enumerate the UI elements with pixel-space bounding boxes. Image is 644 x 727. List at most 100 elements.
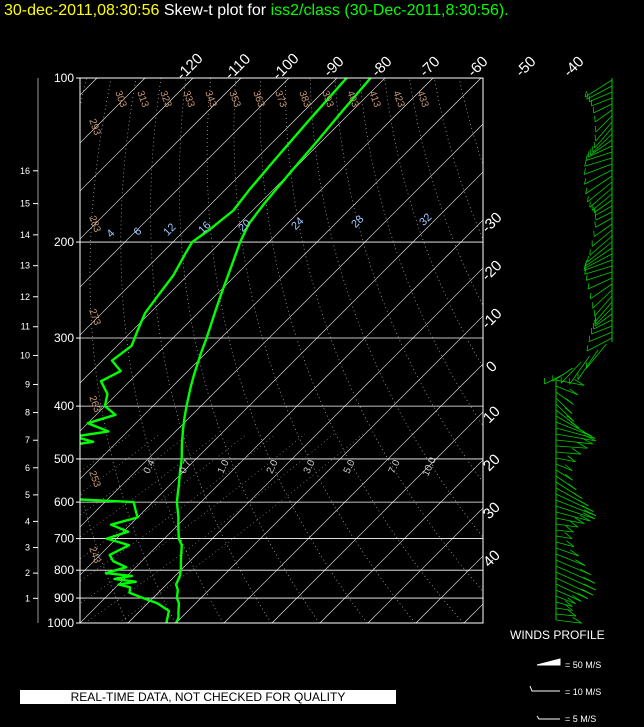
isotherm-line [175, 315, 483, 623]
mixing-ratio-line [118, 433, 363, 623]
wind-barb [593, 319, 613, 330]
wind-barb-flag [572, 492, 583, 499]
wind-barb [595, 211, 613, 221]
isotherm-line [0, 78, 1, 623]
wind-barb-flag [565, 473, 573, 481]
height-label: 3 [25, 543, 30, 553]
wind-barb-flag [583, 178, 587, 185]
dry-adiabat-label: 363 [250, 89, 266, 109]
dry-adiabat-line [206, 78, 368, 623]
wind-barb-flag [574, 379, 585, 386]
dry-adiabat-label: 323 [157, 89, 173, 109]
dry-adiabat-label: 303 [112, 89, 128, 109]
svg-text:-70: -70 [416, 53, 443, 80]
mixing-ratio-low-label: 0.7 [178, 458, 194, 476]
wind-barb-flag [583, 168, 586, 175]
wind-barb-flag [584, 160, 587, 167]
dry-adiabat-line [509, 78, 644, 623]
wind-barb-flag [584, 268, 587, 275]
wind-barb-flag [588, 95, 591, 102]
wind-barb [555, 583, 588, 600]
wind-barb-flag [579, 568, 592, 576]
wind-barb-flag [571, 595, 582, 602]
wind-barb-flag [564, 604, 573, 611]
mixing-ratio-low-label: 2.0 [265, 458, 281, 476]
wind-barb [587, 277, 613, 290]
wind-barb [555, 589, 582, 602]
height-label: 13 [20, 261, 30, 271]
wind-barb [591, 229, 613, 247]
wind-barb [584, 265, 613, 275]
wind-barb [555, 607, 573, 611]
wind-barb [555, 541, 575, 548]
wind-barb-flag [574, 517, 585, 524]
svg-text:-80: -80 [368, 53, 395, 80]
mixing-ratio-label: 4 [104, 227, 117, 240]
isotherm-line [127, 267, 483, 623]
wind-barb-flag [584, 90, 587, 98]
dry-adiabat-label: 273 [86, 307, 102, 327]
wind-barb-flag [566, 415, 575, 422]
wind-barb [577, 349, 599, 380]
wind-barb-flag [587, 255, 589, 262]
wind-barb [555, 517, 585, 525]
dry-adiabat-label: 423 [390, 89, 406, 109]
dry-adiabat-label: 413 [366, 89, 382, 109]
svg-text:313: 313 [134, 89, 150, 109]
plot-area [0, 78, 644, 623]
wind-barb-flag [570, 421, 580, 429]
title-station: iss2/class [270, 2, 340, 19]
isotherm-label-top: -50 [512, 53, 539, 80]
svg-text:413: 413 [366, 89, 382, 109]
isotherm-label-top: -80 [368, 53, 395, 80]
isotherm-line [463, 603, 483, 623]
wind-barb-flag [564, 532, 573, 539]
height-label: 4 [25, 516, 30, 526]
svg-text:383: 383 [296, 89, 312, 109]
svg-text:423: 423 [390, 89, 406, 109]
wind-barb [588, 145, 613, 158]
pressure-label: 700 [54, 532, 74, 546]
height-label: 16 [20, 166, 30, 176]
wind-barb [595, 217, 613, 228]
title-timestamp: 30-dec-2011,08:30:56 [4, 2, 160, 19]
mixing-ratio-label: 12 [161, 221, 178, 238]
dry-adiabat-label: 353 [226, 89, 242, 109]
wind-barb-flag [582, 512, 596, 520]
wind-barb [584, 169, 613, 185]
wind-legend-5: = 5 M/S [565, 714, 597, 724]
wind-barb-flag [594, 115, 596, 123]
wind-barb [591, 325, 613, 335]
wind-barb-flag [594, 213, 597, 221]
wind-barb [593, 199, 613, 213]
svg-text:303: 303 [112, 89, 128, 109]
wind-barb-flag [587, 282, 590, 290]
wind-barb [555, 469, 573, 481]
wind-barb [587, 181, 613, 203]
wind-barb [595, 205, 613, 216]
isotherm-line [415, 555, 483, 623]
svg-text:2.0: 2.0 [265, 458, 281, 476]
height-label: 8 [25, 408, 30, 418]
plot-frame [79, 77, 484, 624]
wind-barb-flag [569, 520, 579, 528]
wind-barb [555, 439, 593, 445]
mixing-ratio-line [80, 433, 248, 560]
wind-barb-flag [583, 583, 597, 591]
svg-text:283: 283 [86, 214, 102, 234]
wind-barb-flag [581, 505, 594, 512]
wind-barb [584, 253, 613, 269]
dry-adiabat-line [233, 78, 416, 623]
isotherm-line [80, 78, 338, 336]
mixing-ratio-low-label: 5.0 [342, 458, 358, 476]
wind-legend-pennant-icon [536, 658, 561, 666]
wind-legend-barb-icon [529, 685, 560, 692]
wind-barb-flag [564, 464, 573, 471]
wind-barb [555, 559, 592, 576]
wind-barb-flag [593, 141, 596, 149]
wind-barb [595, 301, 613, 322]
wind-barb [586, 343, 607, 369]
wind-barb [585, 175, 613, 195]
svg-text:12: 12 [161, 221, 178, 238]
